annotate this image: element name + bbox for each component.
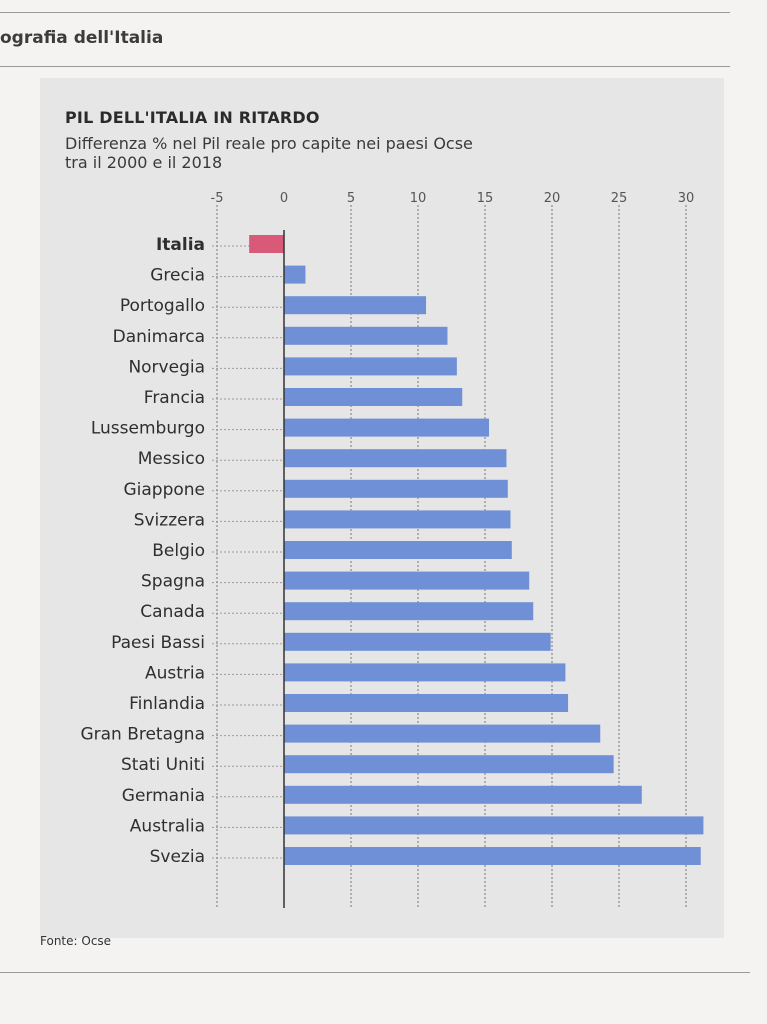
subtitle-line-2: tra il 2000 e il 2018 (65, 153, 223, 172)
category-label: Austria (145, 663, 205, 683)
category-label: Svezia (150, 847, 205, 867)
bar (249, 235, 284, 253)
category-label: Spagna (141, 572, 205, 592)
bar (284, 449, 507, 468)
bar (284, 785, 642, 804)
category-label: Grecia (150, 266, 205, 286)
category-label: Paesi Bassi (111, 633, 205, 653)
bar (284, 694, 569, 712)
tick-label: 25 (611, 191, 628, 206)
category-label: Belgio (152, 541, 205, 561)
category-label: Portogallo (120, 296, 205, 316)
bar (284, 388, 463, 406)
category-label: Australia (130, 816, 205, 836)
bar (284, 663, 566, 682)
category-label: Lussemburgo (91, 419, 205, 439)
bar (284, 510, 511, 529)
category-label: Svizzera (134, 510, 205, 530)
chart-subtitle: Differenza % nel Pil reale pro capite ne… (65, 134, 585, 172)
bar (284, 602, 534, 621)
bar (284, 541, 512, 559)
tick-label: 0 (280, 191, 288, 206)
bar (284, 265, 306, 284)
tick-label: 10 (410, 191, 427, 206)
subtitle-line-1: Differenza % nel Pil reale pro capite ne… (65, 134, 473, 153)
bar (284, 357, 457, 376)
chart-title: PIL DELL'ITALIA IN RITARDO (65, 108, 320, 127)
bar (284, 296, 427, 315)
category-label: Gran Bretagna (80, 725, 205, 745)
bar (284, 632, 551, 651)
category-label: Finlandia (129, 694, 205, 714)
bar (284, 479, 508, 498)
tick-label: 30 (678, 191, 695, 206)
bar (284, 755, 614, 774)
category-label: Francia (144, 388, 205, 408)
source-note: Fonte: Ocse (40, 934, 112, 948)
page-header: ografia dell'Italia (0, 28, 164, 48)
bar (284, 847, 701, 865)
category-label: Germania (122, 786, 205, 806)
bar (284, 326, 448, 345)
category-label: Norvegia (128, 357, 205, 377)
tick-label: 20 (544, 191, 561, 206)
header-rule-bottom (0, 66, 730, 67)
footer-rule (0, 972, 750, 973)
tick-label: 5 (347, 191, 355, 206)
bar (284, 418, 490, 437)
category-label: Italia (156, 235, 205, 255)
header-rule-top (0, 12, 730, 13)
tick-label: -5 (211, 191, 224, 206)
bar (284, 816, 704, 835)
category-label: Canada (140, 602, 205, 622)
tick-label: 15 (477, 191, 494, 206)
bar (284, 571, 530, 590)
category-label: Stati Uniti (121, 755, 205, 775)
category-label: Messico (138, 449, 205, 469)
category-label: Giappone (123, 480, 205, 500)
category-label: Danimarca (113, 327, 205, 347)
bar (284, 724, 601, 743)
